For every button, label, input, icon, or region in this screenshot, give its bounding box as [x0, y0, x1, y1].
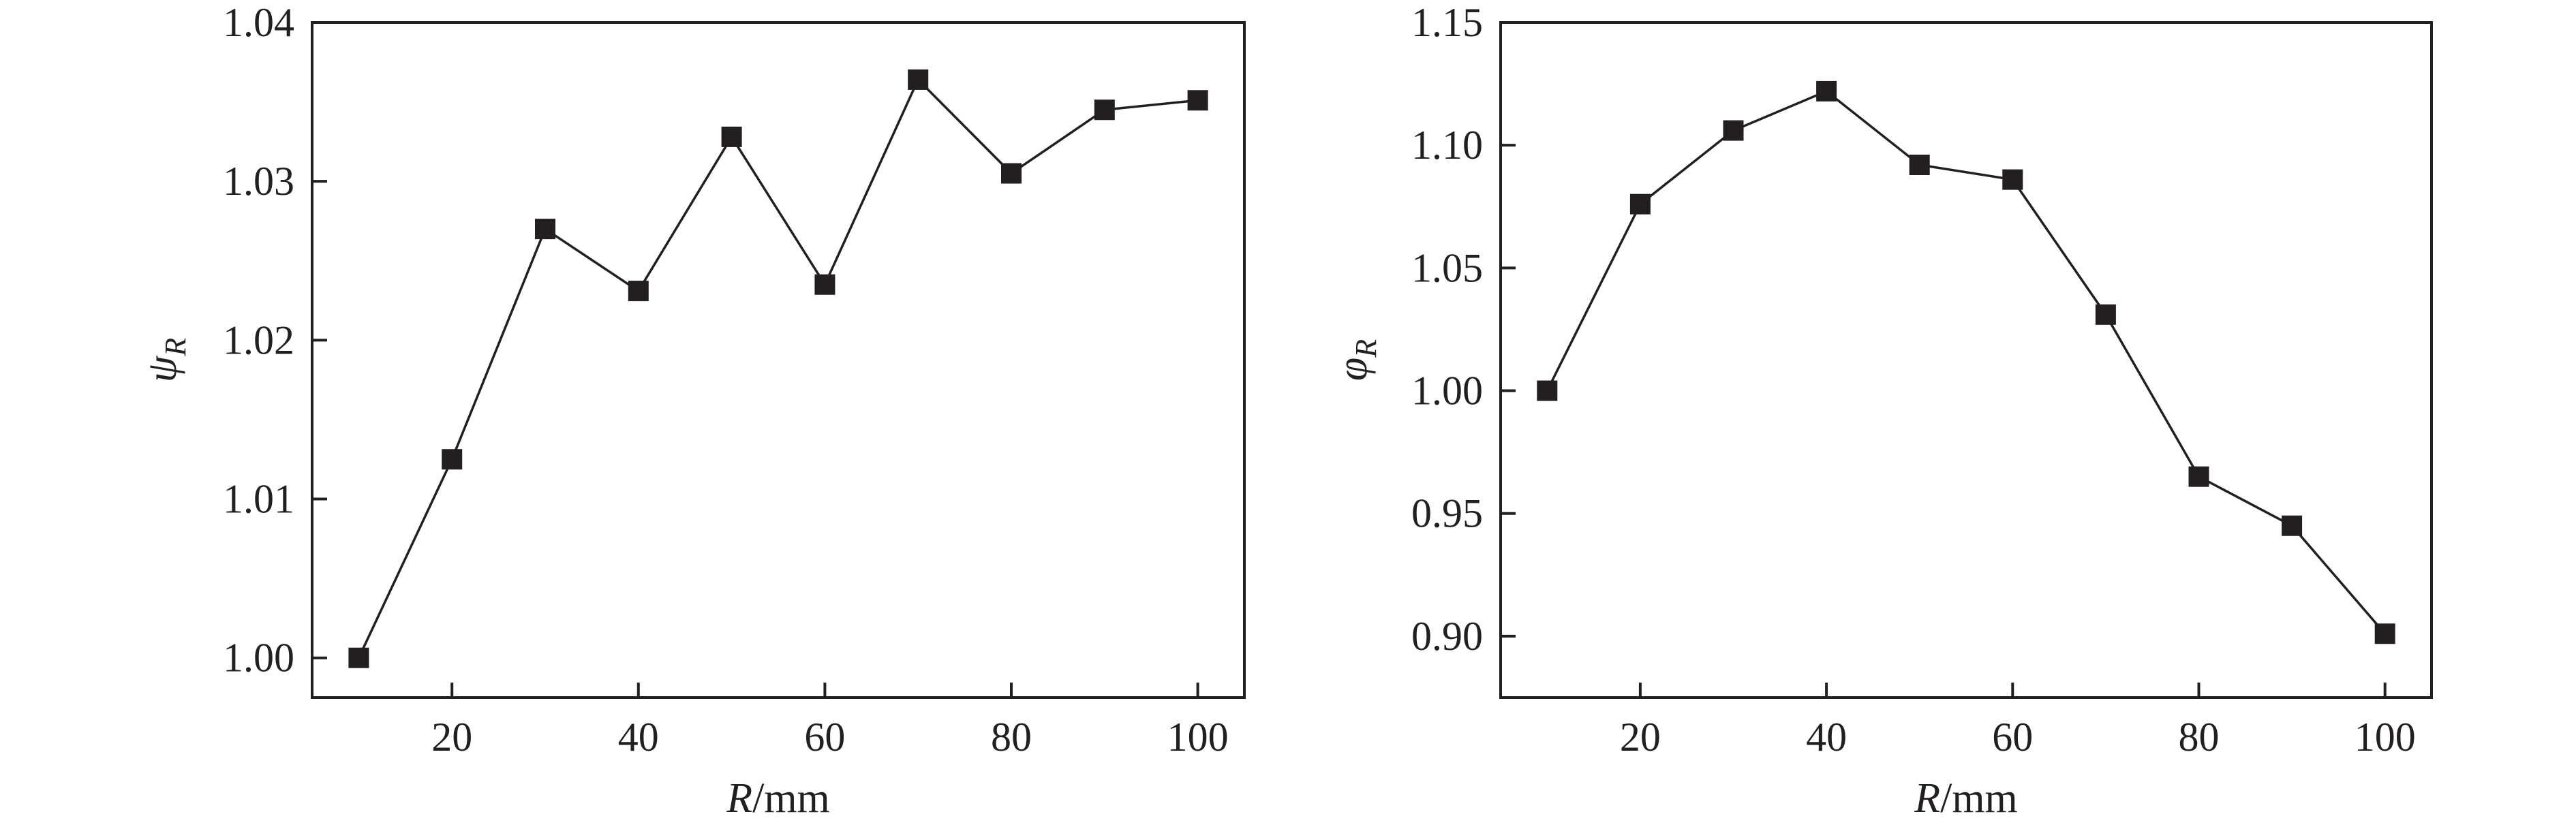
left-y-tick-label: 1.01 [223, 477, 294, 522]
left-data-point [348, 647, 369, 668]
left-plot-frame [311, 21, 1246, 699]
left-data-point [628, 281, 649, 302]
right-data-point [2282, 515, 2303, 536]
right-data-point [2095, 304, 2116, 325]
right-y-tick-label: 0.95 [1411, 491, 1483, 536]
right-y-tick-label: 0.90 [1411, 614, 1483, 659]
right-data-point [1909, 155, 1930, 176]
left-data-point [908, 69, 929, 90]
left-data-point [535, 219, 555, 240]
right-data-point [2374, 623, 2395, 644]
right-data-point [1629, 193, 1651, 215]
left-x-tick-label: 60 [804, 715, 845, 760]
left-x-tick-label: 100 [1167, 715, 1229, 760]
right-x-tick-label: 80 [2179, 715, 2220, 760]
right-y-tick-label: 1.05 [1411, 245, 1483, 290]
right-data-point [1723, 120, 1744, 141]
right-y-axis-title: φR [1330, 339, 1383, 381]
right-x-tick-label: 60 [1992, 715, 2033, 760]
left-y-tick-label: 1.00 [223, 636, 294, 681]
left-y-tick-label: 1.04 [223, 0, 294, 45]
left-data-point [721, 126, 742, 147]
right-data-point [2188, 466, 2209, 487]
right-series-line [1546, 89, 2387, 635]
right-x-tick-label: 20 [1620, 715, 1661, 760]
right-x-tick-label: 40 [1806, 715, 1847, 760]
right-data-point [2002, 169, 2023, 190]
left-x-tick-label: 20 [431, 715, 472, 760]
left-series-line [357, 77, 1198, 659]
right-data-point [1537, 380, 1558, 401]
left-y-tick-label: 1.02 [223, 317, 294, 362]
left-x-tick-label: 40 [618, 715, 659, 760]
left-data-point [1094, 99, 1115, 121]
left-data-point [442, 449, 463, 470]
left-data-point [1187, 90, 1208, 111]
left-x-axis-title: R/mm [726, 775, 830, 822]
left-chart-panel: 1.00 1.01 1.02 1.03 1.04 20 40 60 80 100 R/mm ψR [139, 0, 1246, 822]
right-data-point [1816, 80, 1837, 102]
left-y-tick-label: 1.03 [223, 159, 294, 204]
left-data-point [1001, 163, 1022, 184]
left-x-tick-label: 80 [991, 715, 1032, 760]
right-y-tick-label: 1.10 [1411, 123, 1483, 168]
right-x-axis-title: R/mm [1914, 775, 2018, 822]
right-plot-frame [1499, 21, 2433, 699]
right-y-tick-label: 1.00 [1411, 369, 1483, 414]
right-x-tick-label: 100 [2355, 715, 2416, 760]
left-data-point [814, 274, 835, 295]
right-y-tick-label: 1.15 [1411, 0, 1483, 45]
left-y-axis-title: ψR [139, 338, 192, 383]
right-chart-panel: 0.90 0.95 1.00 1.05 1.10 1.15 20 40 60 80 100 R/mm φ… [1330, 0, 2433, 822]
